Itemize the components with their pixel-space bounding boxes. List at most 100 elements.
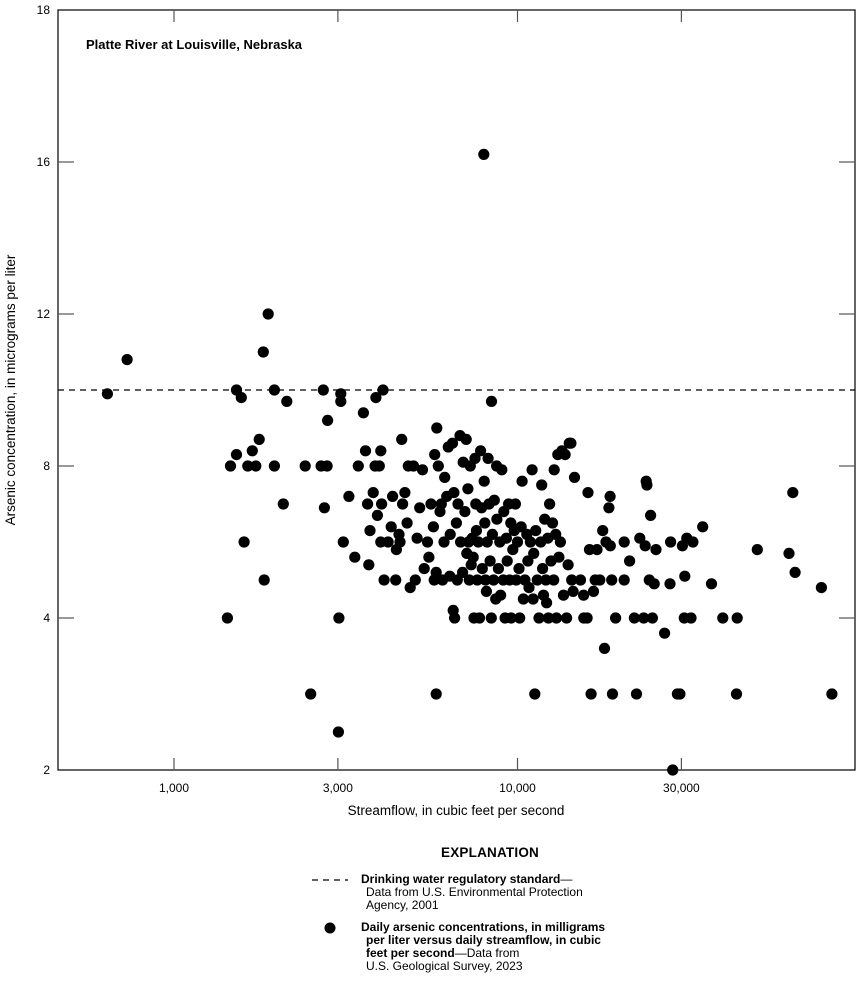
data-point (423, 551, 435, 563)
data-point (317, 384, 329, 396)
chart-title: Platte River at Louisville, Nebraska (86, 37, 303, 52)
data-point (648, 578, 660, 590)
data-point (376, 498, 388, 510)
data-point (472, 536, 484, 548)
data-point (357, 407, 369, 419)
data-point (533, 612, 545, 624)
data-point (479, 517, 491, 529)
data-point (554, 536, 567, 548)
em-dash: — (560, 872, 573, 886)
data-point (730, 688, 743, 700)
data-point (321, 460, 333, 472)
data-point (531, 574, 543, 586)
x-tick-label: 10,000 (499, 781, 536, 795)
data-point (500, 532, 512, 544)
data-point (416, 464, 429, 476)
data-point (510, 574, 522, 586)
legend-arsenic-title-2: per liter versus daily streamflow, in cu… (366, 933, 601, 947)
data-point (430, 566, 442, 579)
data-point (591, 544, 603, 556)
data-point (455, 536, 467, 548)
data-point (230, 449, 243, 461)
y-tick-label: 2 (43, 763, 50, 777)
data-point (528, 547, 540, 560)
data-point (482, 452, 494, 464)
data-point (561, 612, 573, 624)
data-point (478, 475, 490, 487)
x-tick-label: 30,000 (663, 781, 700, 795)
data-point (452, 498, 464, 510)
data-point (277, 498, 289, 510)
data-point (421, 536, 434, 548)
data-point (540, 574, 552, 586)
data-point (505, 612, 517, 624)
data-point (541, 597, 553, 609)
data-point (349, 551, 361, 563)
data-point (646, 612, 659, 624)
y-axis-title: Arsenic concentration, in micrograms per… (3, 254, 18, 525)
data-point (396, 433, 408, 445)
legend: EXPLANATION Drinking water regulatory st… (300, 846, 660, 982)
data-point (574, 574, 587, 586)
legend-arsenic-source-lead: Data from (466, 946, 520, 960)
data-point (332, 726, 344, 738)
data-point (121, 354, 133, 366)
data-point (407, 460, 420, 472)
data-point (382, 536, 394, 548)
data-point (478, 148, 490, 160)
data-point (548, 574, 560, 586)
legend-standard-source-2: Agency, 2001 (366, 898, 439, 912)
data-point (522, 555, 534, 567)
data-point (471, 574, 483, 586)
y-tick-label: 16 (37, 155, 51, 169)
data-point (318, 502, 330, 514)
data-point (486, 528, 498, 541)
data-point (562, 559, 574, 571)
data-point (479, 574, 492, 586)
data-point (568, 471, 581, 483)
data-point (523, 582, 535, 594)
data-point (370, 392, 382, 404)
data-point (674, 688, 686, 700)
data-point (268, 384, 280, 396)
data-point (685, 612, 697, 624)
legend-item-daily-arsenic: Daily arsenic concentrations, in milligr… (300, 921, 660, 973)
scatter-chart: 2 4 8 12 16 18 1,000 3,000 10,000 30,000 Platte … (3, 3, 856, 818)
data-point (299, 460, 311, 472)
data-point (679, 570, 691, 582)
y-tick-label: 4 (43, 611, 50, 625)
data-point (751, 544, 763, 556)
data-point (665, 536, 677, 548)
data-point (826, 688, 838, 700)
legend-heading: EXPLANATION (441, 845, 539, 860)
data-point (594, 574, 606, 586)
y-tick-label: 12 (37, 307, 51, 321)
data-point (467, 551, 479, 563)
data-point (731, 612, 743, 624)
data-point (373, 460, 385, 472)
data-point (387, 490, 399, 502)
y-tick-label: 18 (37, 3, 51, 17)
data-point (253, 433, 265, 445)
data-point (645, 509, 657, 521)
data-point (488, 574, 500, 586)
data-point (475, 445, 487, 457)
data-point (446, 437, 459, 449)
data-point (450, 517, 462, 529)
data-point (582, 487, 594, 499)
data-point (463, 574, 475, 586)
data-point (438, 536, 450, 548)
data-point (322, 414, 334, 426)
legend-arsenic-title-1: Daily arsenic concentrations, in milligr… (361, 920, 606, 934)
data-point (305, 688, 317, 700)
data-point (390, 574, 402, 586)
legend-item-standard: Drinking water regulatory standard— Data… (300, 873, 660, 912)
data-point (431, 422, 443, 434)
data-point (101, 388, 113, 400)
data-point (429, 449, 441, 461)
data-point (604, 540, 616, 552)
data-point (585, 688, 597, 700)
data-point (717, 612, 729, 624)
data-point (548, 464, 560, 476)
data-point (238, 536, 250, 548)
